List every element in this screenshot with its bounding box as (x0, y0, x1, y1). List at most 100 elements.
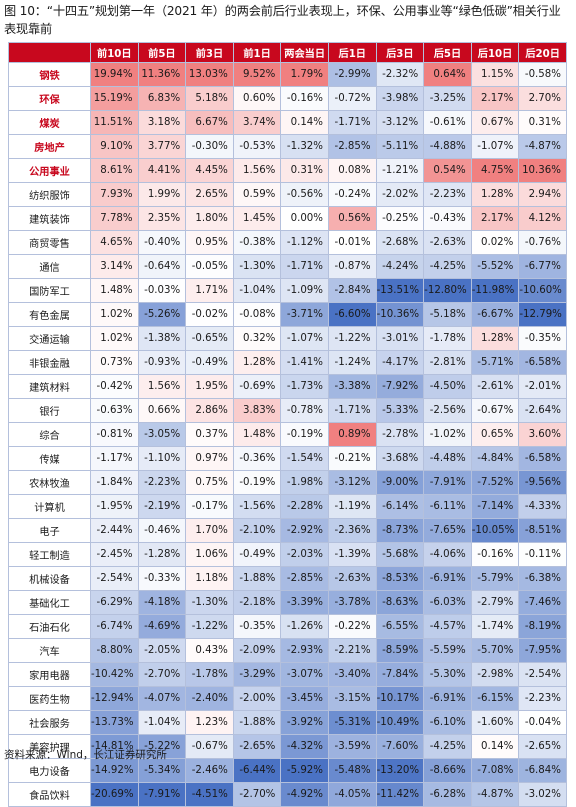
value-cell: 0.00% (280, 206, 329, 231)
table-row: 商贸零售 4.65% -0.40% 0.95% -0.38% -1.12% -0.01% -2… (8, 230, 567, 255)
value-cell: -5.18% (423, 302, 472, 327)
value-cell: 0.54% (423, 158, 472, 183)
value-cell: -2.45% (90, 542, 139, 567)
value-cell: 0.97% (185, 446, 234, 471)
value-cell: -3.59% (327, 734, 377, 759)
table-row: 通信 3.14% -0.64% -0.05% -1.30% -1.71% -0.87% -4.… (8, 254, 567, 279)
value-cell: -2.05% (137, 638, 187, 663)
value-cell: -1.21% (375, 158, 425, 183)
figure-title: 图 10：“十四五”规划第一年（2021 年）的两会前后行业表现上，环保、公用事… (4, 4, 561, 36)
value-cell: -0.87% (327, 254, 377, 279)
value-cell: -0.72% (327, 86, 377, 111)
value-cell: 3.60% (518, 422, 567, 447)
value-cell: 0.64% (423, 62, 472, 87)
value-cell: -1.38% (137, 326, 187, 351)
value-cell: -7.60% (375, 734, 425, 759)
industry-name-cell: 建筑装饰 (8, 206, 91, 231)
value-cell: -3.05% (137, 422, 187, 447)
value-cell: -4.32% (280, 734, 329, 759)
value-cell: -3.92% (280, 710, 329, 735)
value-cell: 1.02% (90, 326, 139, 351)
value-cell: -1.09% (280, 278, 329, 303)
value-cell: -4.33% (518, 494, 567, 519)
value-cell: -2.54% (90, 566, 139, 591)
value-cell: -4.57% (423, 614, 472, 639)
value-cell: -0.19% (280, 422, 329, 447)
value-cell: -8.63% (375, 590, 425, 615)
value-cell: -3.40% (327, 662, 377, 687)
value-cell: -11.98% (470, 278, 520, 303)
value-cell: 1.28% (470, 182, 520, 207)
value-cell: -2.03% (280, 542, 329, 567)
value-cell: -0.19% (232, 470, 282, 495)
value-cell: -3.39% (280, 590, 329, 615)
value-cell: -4.05% (327, 782, 377, 807)
value-cell: -1.73% (280, 374, 329, 399)
table-row: 家用电器 -10.42% -2.70% -1.78% -3.29% -3.07% -3.40… (8, 662, 567, 687)
value-cell: -0.64% (137, 254, 187, 279)
value-cell: 7.93% (90, 182, 139, 207)
table-row: 轻工制造 -2.45% -1.28% 1.06% -0.49% -2.03% -1.39% -… (8, 542, 567, 567)
value-cell: 0.08% (327, 158, 377, 183)
value-cell: 0.75% (185, 470, 234, 495)
value-cell: -3.12% (375, 110, 425, 135)
value-cell: -2.00% (232, 686, 282, 711)
value-cell: -7.84% (375, 662, 425, 687)
value-cell: -2.65% (232, 734, 282, 759)
table-row: 汽车 -8.80% -2.05% 0.43% -2.09% -2.93% -2.21% -8.… (8, 638, 567, 663)
table-row: 纺织服饰 7.93% 1.99% 2.65% 0.59% -0.56% -0.24% -2.0… (8, 182, 567, 207)
value-cell: -1.07% (470, 134, 520, 159)
table-row: 交通运输 1.02% -1.38% -0.65% 0.32% -1.07% -1.22% -3… (8, 326, 567, 351)
value-cell: 0.65% (470, 422, 520, 447)
value-cell: -4.51% (185, 782, 234, 807)
value-cell: -7.52% (470, 470, 520, 495)
value-cell: -2.85% (327, 134, 377, 159)
value-cell: -7.14% (470, 494, 520, 519)
value-cell: -0.36% (232, 446, 282, 471)
value-cell: -9.00% (375, 470, 425, 495)
table-row: 石油石化 -6.74% -4.69% -1.22% -0.35% -1.26% -0.22%… (8, 614, 567, 639)
table-row: 基础化工 -6.29% -4.18% -1.30% -2.18% -3.39% -3.78%… (8, 590, 567, 615)
value-cell: -0.63% (90, 398, 139, 423)
value-cell: 0.73% (90, 350, 139, 375)
value-cell: -0.25% (375, 206, 425, 231)
value-cell: -0.43% (423, 206, 472, 231)
table-row: 房地产 9.10% 3.77% -0.30% -0.53% -1.32% -2.85% -5.… (8, 134, 567, 159)
table-row: 非银金融 0.73% -0.93% -0.49% 1.28% -1.41% -1.24% -4… (8, 350, 567, 375)
value-cell: -5.11% (375, 134, 425, 159)
value-cell: -2.44% (90, 518, 139, 543)
value-cell: 4.75% (470, 158, 520, 183)
value-cell: -3.29% (232, 662, 282, 687)
value-cell: -7.46% (518, 590, 567, 615)
value-cell: -7.91% (137, 782, 187, 807)
value-cell: -2.23% (137, 470, 187, 495)
value-cell: -4.87% (470, 782, 520, 807)
table-row: 食品饮料 -20.69% -7.91% -4.51% -2.70% -4.92% -4.05… (8, 782, 567, 807)
value-cell: -2.70% (137, 662, 187, 687)
value-cell: -1.02% (423, 422, 472, 447)
value-cell: -7.95% (518, 638, 567, 663)
table-row: 机械设备 -2.54% -0.33% 1.18% -1.88% -2.85% -2.63% -… (8, 566, 567, 591)
industry-name-cell: 钢铁 (8, 62, 91, 87)
value-cell: -6.58% (518, 350, 567, 375)
value-cell: -4.50% (423, 374, 472, 399)
value-cell: -6.58% (518, 446, 567, 471)
value-cell: -10.17% (375, 686, 425, 711)
value-cell: -4.25% (423, 734, 472, 759)
value-cell: 10.36% (518, 158, 567, 183)
table-row: 电力设备 -14.92% -5.34% -2.46% -6.44% -5.92% -5.48… (8, 758, 567, 783)
value-cell: -1.04% (232, 278, 282, 303)
value-cell: -1.04% (137, 710, 187, 735)
value-cell: 0.95% (185, 230, 234, 255)
value-cell: 0.67% (470, 110, 520, 135)
value-cell: -0.67% (185, 734, 234, 759)
table-row: 农林牧渔 -1.84% -2.23% 0.75% -0.19% -1.98% -3.12% -… (8, 470, 567, 495)
value-cell: -12.80% (423, 278, 472, 303)
value-cell: 19.94% (90, 62, 139, 87)
value-cell: 4.41% (137, 158, 187, 183)
value-cell: 6.67% (185, 110, 234, 135)
value-cell: -2.40% (185, 686, 234, 711)
value-cell: -4.69% (137, 614, 187, 639)
value-cell: -0.33% (137, 566, 187, 591)
value-cell: 11.36% (137, 62, 187, 87)
